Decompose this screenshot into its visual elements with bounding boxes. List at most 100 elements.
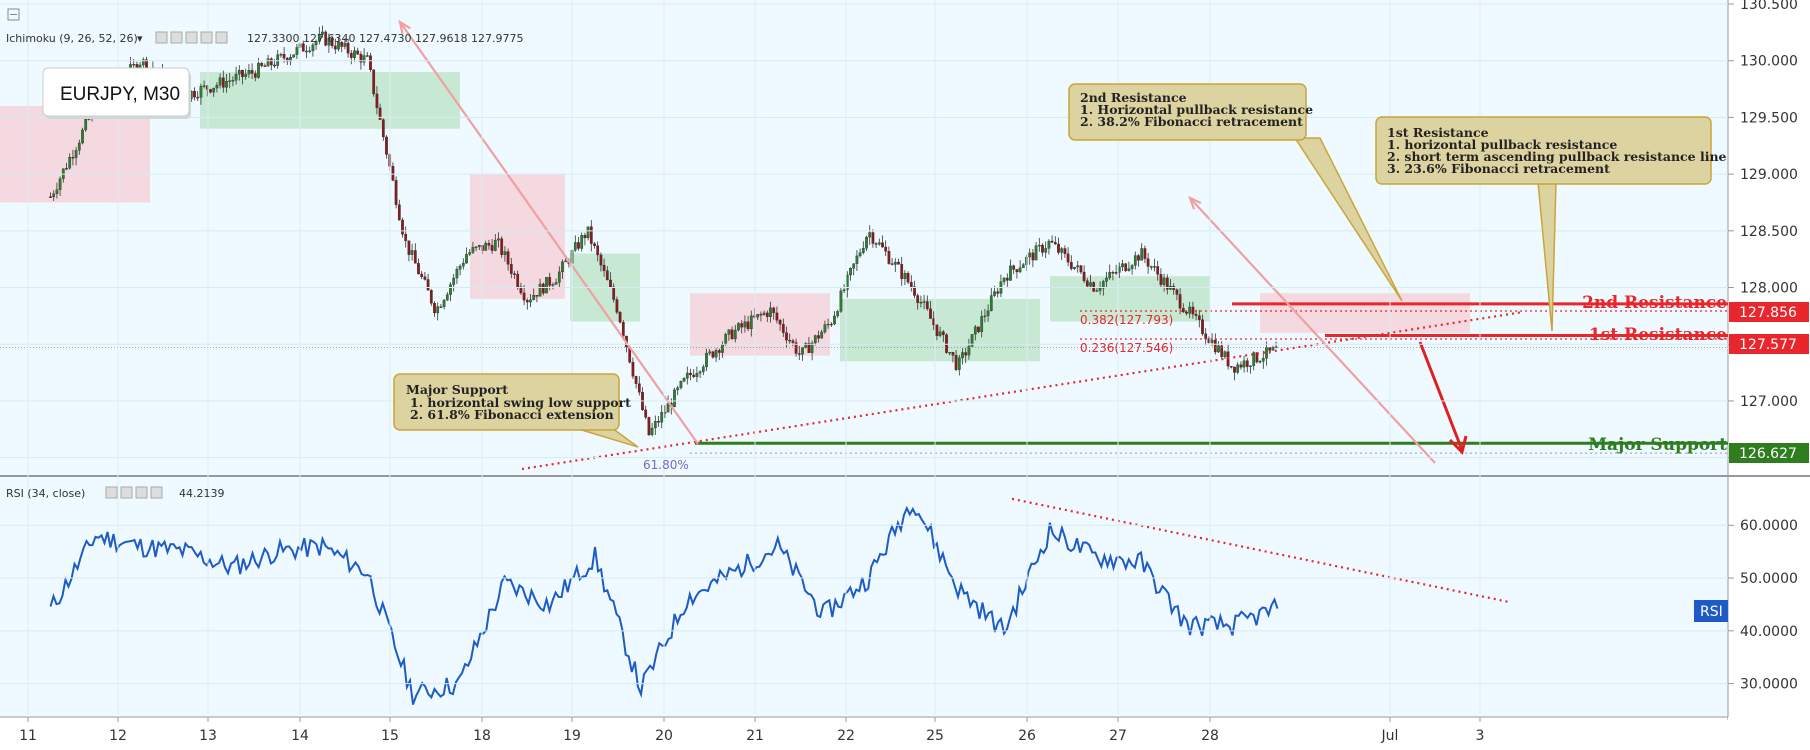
candle-body	[685, 372, 689, 379]
rsi-header: RSI (34, close) 44.2139	[6, 486, 225, 500]
candle-body	[532, 295, 536, 300]
time-tick-label: 26	[1018, 728, 1036, 744]
candle-body	[452, 277, 456, 285]
ichimoku-settings-icons[interactable]	[155, 31, 228, 44]
candle-body	[948, 352, 952, 354]
candle-body	[826, 323, 830, 326]
rsi-badge-bg	[1694, 600, 1728, 622]
candle-body	[1201, 319, 1204, 334]
gear-icon[interactable]	[170, 31, 183, 44]
candle-body	[788, 339, 792, 342]
candle-body	[1140, 248, 1144, 261]
candle-body	[1098, 288, 1102, 291]
candle-body	[858, 252, 862, 257]
candle-body	[919, 301, 923, 304]
close-icon[interactable]	[200, 31, 213, 44]
candle-body	[1060, 248, 1064, 253]
candle-body	[404, 234, 408, 241]
candle-body	[365, 55, 369, 57]
candle-body	[852, 263, 856, 269]
time-tick-label: Jul	[1381, 728, 1399, 744]
candle-body	[391, 166, 395, 181]
candle-body	[1034, 245, 1038, 261]
candle-body	[612, 286, 616, 300]
candle-body	[241, 70, 244, 77]
candle-body	[1217, 345, 1220, 353]
rsi-close-icon[interactable]	[135, 486, 148, 499]
candle-body	[877, 242, 881, 245]
candle-body	[65, 168, 68, 170]
candle-body	[945, 334, 948, 353]
candle-body	[356, 50, 360, 55]
candle-body	[900, 264, 904, 280]
header-controls: Ichimoku (9, 26, 52, 26) ▾ 127.3300 127.…	[6, 8, 524, 45]
candle-body	[906, 272, 910, 283]
rsi-more-icon[interactable]	[150, 486, 163, 499]
time-tick-label: 14	[291, 728, 309, 744]
candle-body	[855, 255, 859, 264]
candle-body	[823, 324, 827, 333]
candle-body	[868, 232, 872, 238]
ichimoku-value-5: 127.9775	[471, 32, 524, 45]
collapse-icon[interactable]	[7, 8, 20, 21]
candle-body	[647, 417, 651, 436]
candle-body	[1037, 244, 1041, 247]
rsi-descending-trendline	[1011, 497, 1509, 603]
candle-body	[689, 372, 692, 376]
candle-body	[1127, 268, 1131, 271]
candle-body	[973, 326, 977, 335]
candle-body	[506, 251, 510, 265]
candle-body	[820, 331, 824, 339]
time-tick-label: 19	[563, 728, 581, 744]
rsi-gear-icon[interactable]	[120, 486, 133, 499]
candle-body	[1047, 240, 1051, 249]
eye-icon[interactable]	[155, 31, 168, 44]
candle-body	[1274, 346, 1278, 348]
candle-body	[84, 119, 88, 131]
candle-body	[577, 242, 580, 249]
candle-body	[401, 219, 404, 235]
candle-body	[935, 324, 939, 336]
candle-body	[1018, 267, 1022, 273]
ichimoku-menu-icon[interactable]: ▾	[137, 32, 143, 45]
candle-body	[333, 45, 337, 50]
candle-body	[74, 150, 78, 158]
candle-body	[529, 299, 532, 303]
candle-body	[1137, 255, 1140, 261]
note-second-resistance-title: 2nd Resistance	[1080, 90, 1187, 105]
candle-body	[266, 58, 270, 67]
candle-body	[228, 80, 232, 82]
candle-body	[839, 290, 843, 312]
rsi-eye-icon[interactable]	[105, 486, 118, 499]
ichimoku-cloud-segment	[1260, 293, 1470, 333]
price-tick-label: 129.500	[1740, 110, 1798, 126]
candle-body	[865, 236, 868, 249]
candle-body	[1121, 263, 1124, 268]
candle-body	[500, 238, 504, 255]
candle-body	[724, 334, 728, 345]
candle-body	[861, 248, 865, 253]
candle-body	[1031, 252, 1035, 261]
more-icon[interactable]	[215, 31, 228, 44]
ichimoku-label: Ichimoku (9, 26, 52, 26)	[6, 32, 138, 45]
candle-body	[599, 254, 603, 266]
candle-body	[817, 335, 820, 339]
candle-body	[68, 157, 72, 169]
copy-icon[interactable]	[185, 31, 198, 44]
candle-body	[225, 81, 228, 88]
candle-body	[740, 323, 744, 328]
candle-body	[477, 245, 481, 248]
candle-body	[964, 352, 968, 356]
candle-body	[951, 352, 955, 356]
candle-body	[1204, 333, 1208, 339]
price-badge-1st-resistance-bg	[1729, 334, 1809, 354]
candle-body	[561, 261, 564, 273]
candle-body	[1194, 314, 1198, 316]
candle-body	[644, 409, 648, 418]
candle-body	[929, 308, 932, 319]
candle-body	[631, 362, 635, 377]
candle-body	[785, 332, 788, 341]
candle-body	[727, 329, 731, 335]
candle-body	[692, 374, 696, 377]
